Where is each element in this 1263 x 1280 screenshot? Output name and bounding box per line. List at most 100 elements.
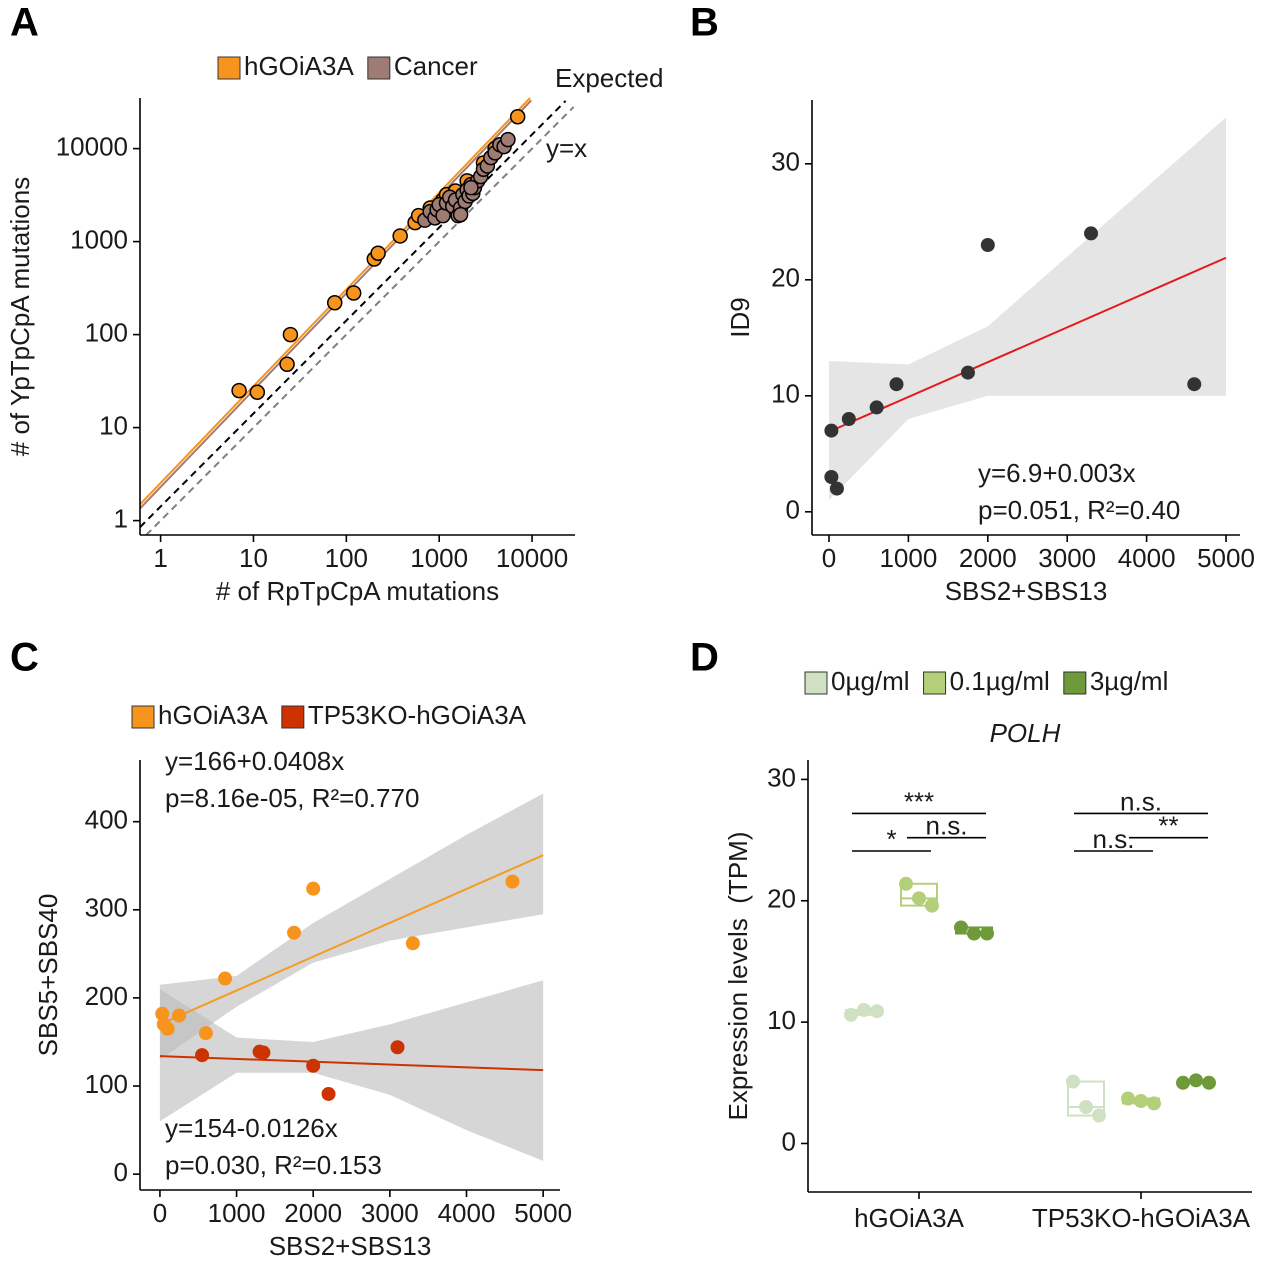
point (463, 179, 479, 196)
point (405, 936, 420, 951)
point (345, 285, 362, 301)
point (509, 109, 526, 125)
y-tick-label: 300 (85, 893, 128, 923)
significance-label: * (886, 824, 896, 854)
point (1121, 1091, 1135, 1106)
reference-line (145, 106, 575, 536)
y-tick-label: 10 (767, 1005, 796, 1035)
box (900, 882, 938, 907)
point (829, 481, 844, 496)
y-tick-label: 1 (114, 503, 128, 533)
x-tick-label: 3000 (1038, 543, 1096, 573)
point (980, 238, 995, 252)
panel-letter: D (690, 636, 719, 680)
y-tick-label: 10 (99, 410, 128, 440)
x-tick-label: 1000 (208, 1198, 266, 1228)
x-axis-label: SBS2+SBS13 (945, 576, 1108, 606)
point (1079, 1100, 1093, 1115)
point (155, 1006, 170, 1021)
line-label: y=x (546, 133, 587, 163)
y-tick-label: 100 (85, 1069, 128, 1099)
confidence-band (159, 793, 544, 1060)
point (256, 1045, 271, 1060)
x-tick-label: 1000 (879, 543, 937, 573)
point (1066, 1074, 1080, 1089)
point (1202, 1075, 1216, 1090)
y-axis-label: ID9 (725, 297, 755, 337)
legend-label: TP53KO-hGOiA3A (308, 700, 527, 730)
y-tick-label: 1000 (70, 224, 128, 254)
annotation: p=0.030, R²=0.153 (165, 1150, 382, 1180)
x-tick-label: 4000 (438, 1198, 496, 1228)
x-axis-label: # of RpTpCpA mutations (216, 576, 499, 606)
x-tick-label: 10000 (496, 543, 568, 573)
legend-label: 0µg/ml (831, 666, 910, 696)
x-tick-label: 0 (153, 1198, 167, 1228)
point (198, 1026, 213, 1041)
x-tick-label: hGOiA3A (854, 1203, 964, 1233)
point (392, 228, 408, 244)
x-tick-label: 2000 (959, 543, 1017, 573)
significance-label: *** (904, 786, 934, 816)
significance-label: ** (1158, 811, 1178, 841)
x-tick-label: 5000 (514, 1198, 572, 1228)
point (321, 1086, 336, 1101)
legend-swatch (367, 56, 391, 80)
legend-swatch (804, 671, 828, 695)
line-label: Expected (555, 63, 663, 93)
legend-label: hGOiA3A (158, 700, 268, 730)
y-tick-label: 0 (786, 495, 800, 525)
point (1147, 1096, 1161, 1111)
point (841, 412, 856, 426)
point (954, 920, 968, 935)
legend-swatch (1063, 671, 1087, 695)
x-tick-label: TP53KO-hGOiA3A (1032, 1203, 1251, 1233)
point (160, 1021, 175, 1036)
y-tick-label: 100 (85, 317, 128, 347)
x-axis-label: SBS2+SBS13 (269, 1231, 432, 1261)
point (172, 1008, 187, 1023)
point (1189, 1073, 1203, 1088)
confidence-band (828, 117, 1227, 501)
point (500, 131, 516, 148)
y-tick-label: 20 (767, 884, 796, 914)
point (925, 898, 939, 913)
y-tick-label: 0 (782, 1126, 796, 1156)
x-tick-label: 1 (153, 543, 167, 573)
chart-title: POLH (990, 718, 1061, 748)
point (282, 326, 299, 343)
legend-label: 3µg/ml (1090, 666, 1169, 696)
y-tick-label: 10 (771, 379, 800, 409)
point (279, 356, 295, 372)
reference-line (139, 100, 567, 528)
x-tick-label: 10 (239, 543, 268, 573)
point (306, 1058, 321, 1073)
y-tick-label: 20 (771, 263, 800, 293)
legend-label: hGOiA3A (244, 51, 354, 81)
point (452, 206, 469, 223)
annotation: y=6.9+0.003x (978, 458, 1136, 488)
point (370, 245, 386, 261)
y-tick-label: 30 (771, 147, 800, 177)
x-tick-label: 100 (325, 543, 368, 573)
significance-label: n.s. (926, 811, 968, 841)
significance-label: n.s. (1093, 824, 1135, 854)
point (1134, 1093, 1148, 1108)
point (1187, 377, 1202, 392)
point (824, 470, 839, 484)
y-tick-label: 400 (85, 805, 128, 835)
legend-label: 0.1µg/ml (950, 666, 1050, 696)
y-axis-label: Expression levels (TPM) (723, 832, 753, 1121)
legend-swatch (923, 671, 947, 695)
point (960, 365, 975, 380)
legend-label: Cancer (394, 51, 478, 81)
annotation: p=8.16e-05, R²=0.770 (165, 783, 419, 813)
point (231, 382, 247, 399)
point (249, 384, 266, 400)
point (967, 926, 981, 941)
x-tick-label: 5000 (1197, 543, 1255, 573)
point (287, 925, 302, 940)
fit-line (828, 256, 1227, 433)
fit-line (159, 1055, 544, 1072)
